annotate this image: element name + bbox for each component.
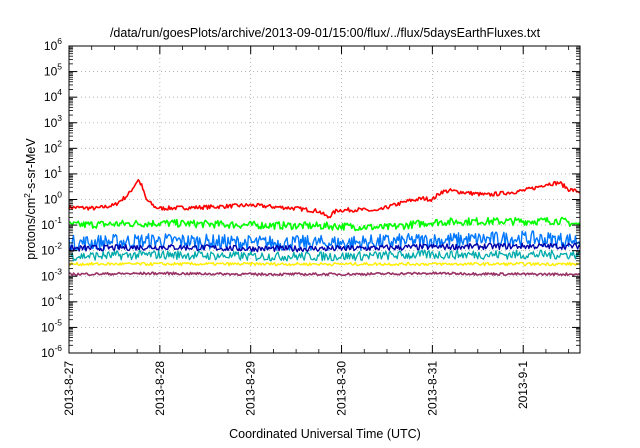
y-tick-label: 10-4 [41,292,62,309]
y-tick-label: 105 [44,62,62,79]
y-axis-label: protons/cm2-s-sr-MeV [22,138,38,260]
x-tick-label: 2013-8-29 [244,361,258,416]
y-tick-label: 100 [44,190,62,207]
x-tick-label: 2013-8-30 [335,361,349,416]
plot-frame [68,45,581,354]
series-line-0 [68,179,581,219]
series-line-2 [68,230,581,252]
y-tick-label: 10-5 [41,317,62,334]
y-tick-label: 106 [44,36,62,53]
y-tick-label: 101 [44,164,62,181]
x-tick-label: 2013-8-28 [153,361,167,416]
y-tick-label: 103 [44,113,62,130]
series-line-5 [68,261,581,267]
x-tick-label: 2013-8-31 [425,361,439,416]
y-tick-label: 10-6 [41,343,62,360]
x-tick-label: 2013-8-27 [62,361,76,416]
y-tick-label: 104 [44,87,62,104]
y-tick-label: 102 [44,138,62,155]
x-axis-label: Coordinated Universal Time (UTC) [229,427,421,441]
series-line-3 [68,242,581,253]
y-tick-label: 10-2 [41,241,62,258]
y-tick-label: 10-3 [41,266,62,283]
series-line-1 [69,216,581,232]
y-tick-label: 10-1 [41,215,62,232]
chart-title: /data/run/goesPlots/archive/2013-09-01/1… [110,26,541,40]
series-line-6 [69,271,581,277]
x-axis-ticks: 2013-8-27 2013-8-28 2013-8-29 2013-8-30 2013… [62,46,570,416]
series-line-4 [68,249,581,262]
series-group [68,179,581,277]
x-tick-label: 2013-9-1 [516,361,530,409]
y-axis-ticks: 106 105 104 103 102 101 100 10-1 10-2 10-3 10-4 10-… [41,36,580,360]
